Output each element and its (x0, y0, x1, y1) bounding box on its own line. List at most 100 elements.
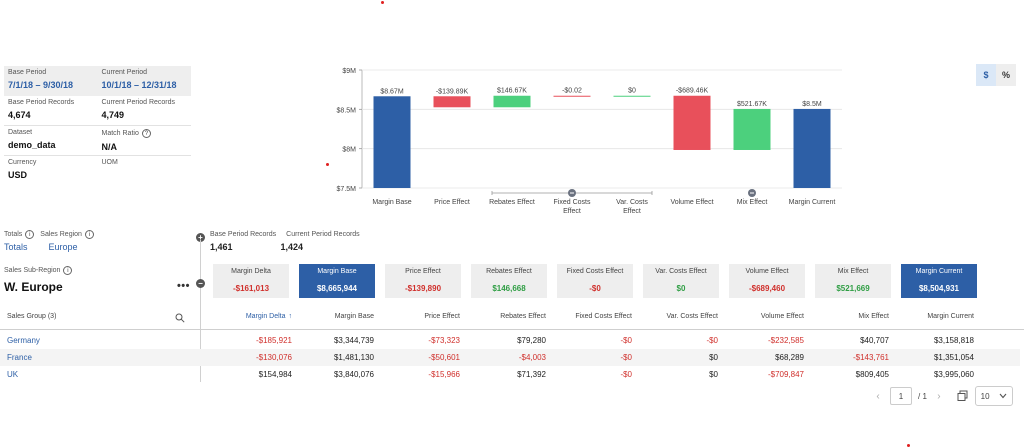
sales-region-label-text: Sales Region (40, 231, 82, 238)
table-cell: $0 (709, 370, 718, 379)
column-header[interactable]: Rebates Effect (466, 313, 546, 320)
decoration-dot (326, 163, 329, 166)
records-row: Base Period Records 4,674 Current Period… (4, 96, 191, 126)
percent-toggle-button[interactable]: % (996, 64, 1016, 86)
expand-plus-icon[interactable]: + (196, 233, 205, 242)
info-icon[interactable]: i (63, 266, 73, 275)
sort-ascending-icon[interactable]: ↑ (288, 313, 293, 320)
table-cell: -$50,601 (428, 353, 460, 362)
column-header[interactable]: Volume Effect (724, 313, 804, 320)
bar-value-label: $8.5M (802, 101, 822, 108)
table-cell: $3,840,076 (333, 370, 374, 379)
summary-card[interactable]: Fixed Costs Effect -$0 (557, 264, 633, 298)
bar-value-label: -$0.02 (562, 88, 582, 95)
match-ratio-value: N/A (101, 142, 118, 152)
row-name-link[interactable]: Germany (7, 336, 40, 345)
more-options-icon[interactable]: ••• (176, 280, 190, 292)
table-cell: -$143,761 (852, 353, 889, 362)
chevron-down-icon (999, 393, 1007, 399)
base-records-label: Base Period Records (8, 99, 75, 106)
prev-page-icon[interactable]: ‹ (876, 390, 880, 402)
dollar-toggle-button[interactable]: $ (976, 64, 996, 86)
table-cell: $3,995,060 (933, 370, 974, 379)
row-name-link[interactable]: France (7, 353, 32, 362)
summary-card[interactable]: Price Effect -$139,890 (385, 264, 461, 298)
x-tick-label: Rebates Effect (489, 199, 535, 206)
records-current-label: Current Period Records (286, 231, 360, 238)
column-header[interactable]: Var. Costs Effect (638, 313, 719, 320)
current-records-value: 4,749 (101, 110, 125, 120)
totals-link[interactable]: Totals (4, 242, 28, 252)
column-header[interactable]: Fixed Costs Effect (552, 313, 632, 320)
summary-card[interactable]: Margin Base $8,665,944 (299, 264, 375, 298)
dataset-row: Dataset demo_data Match Ratio ? N/A (4, 126, 191, 156)
records-base-value: 1,461 (210, 242, 233, 252)
records-current-value: 1,424 (280, 242, 304, 252)
search-icon[interactable] (175, 313, 185, 323)
summary-card[interactable]: Volume Effect -$689,460 (729, 264, 805, 298)
base-records-value: 4,674 (8, 110, 31, 120)
help-icon[interactable]: ? (141, 129, 151, 138)
current-period-label: Current Period (101, 69, 148, 76)
summary-cards: Margin Delta -$161,013 Margin Base $8,665,9… (213, 264, 977, 298)
summary-card-value: $521,669 (836, 284, 870, 293)
table-header: Sales Group (3) Margin Delta ↑ Margin Base… (0, 306, 1024, 330)
copy-icon[interactable] (957, 390, 969, 402)
sales-region-link[interactable]: Europe (48, 242, 78, 252)
page-size-select[interactable]: 10 (974, 386, 1013, 406)
x-tick-label: Volume Effect (670, 199, 713, 206)
info-icon[interactable]: i (25, 230, 35, 239)
table-cell: -$0 (706, 336, 718, 345)
table-cell: $79,280 (517, 336, 546, 345)
summary-card[interactable]: Margin Delta -$161,013 (213, 264, 289, 298)
column-header[interactable]: Mix Effect (809, 313, 889, 320)
period-records: Base Period Records Current Period Recor… (210, 231, 360, 252)
chart-bar (373, 96, 411, 188)
summary-card[interactable]: Var. Costs Effect $0 (643, 264, 719, 298)
column-header[interactable]: Price Effect (380, 313, 460, 320)
x-tick-label-line: Fixed Costs (554, 199, 591, 206)
filter-breadcrumb: Totals i Sales Region i Totals Europe (4, 230, 94, 252)
y-tick-label: $7.5M (337, 186, 357, 193)
base-period-value[interactable]: 7/1/18 – 9/30/18 (8, 80, 74, 90)
column-header[interactable]: Margin Delta ↑ (212, 313, 292, 320)
hierarchy-divider (200, 240, 201, 382)
match-ratio-label: Match Ratio (101, 130, 139, 137)
summary-card-value: $0 (676, 284, 686, 293)
x-tick-label: Price Effect (434, 199, 470, 206)
column-header-label: Fixed Costs Effect (575, 313, 632, 320)
collapse-minus-icon[interactable]: − (196, 279, 205, 288)
current-period-value[interactable]: 10/1/18 – 12/31/18 (101, 80, 177, 90)
x-tick-label: Var. Costs Effect (616, 199, 648, 215)
column-header[interactable]: Margin Base (294, 313, 374, 320)
period-row: Base Period 7/1/18 – 9/30/18 Current Per… (4, 66, 191, 96)
summary-card[interactable]: Rebates Effect $146,668 (471, 264, 547, 298)
decoration-dot (907, 444, 910, 447)
chart-bar (793, 108, 831, 188)
table-row[interactable]: UK $154,984 $3,840,076 -$15,966 $71,392 -$0 $0… (0, 366, 1020, 383)
summary-card-value: -$161,013 (232, 284, 270, 293)
table-cell: $71,392 (517, 370, 546, 379)
table-cell: $154,984 (258, 370, 292, 379)
info-icon[interactable]: i (84, 230, 94, 239)
column-header[interactable]: Margin Current (894, 313, 974, 320)
next-page-icon[interactable]: › (937, 390, 941, 402)
summary-card-value: $146,668 (492, 284, 526, 293)
table-cell: $68,289 (775, 353, 804, 362)
table-cell: -$0 (620, 353, 632, 362)
summary-card-value: $8,665,944 (316, 284, 358, 293)
period-info-panel: Base Period 7/1/18 – 9/30/18 Current Per… (4, 66, 191, 186)
summary-card-value: -$689,460 (748, 284, 786, 293)
summary-card-title: Margin Base (317, 268, 357, 275)
bar-value-label: $521.67K (737, 101, 767, 108)
sub-region-label: Sales Sub-Region (4, 267, 61, 274)
column-header-label: Volume Effect (760, 313, 804, 320)
page-input[interactable]: 1 (890, 387, 912, 405)
summary-card[interactable]: Margin Current $8,504,931 (901, 264, 977, 298)
row-name-link[interactable]: UK (7, 370, 19, 379)
table-row[interactable]: Germany -$185,921 $3,344,739 -$73,323 $79,28… (0, 332, 1020, 349)
unit-toggle: $ % (976, 64, 1016, 86)
x-tick-label-line: Var. Costs (616, 199, 648, 206)
table-row[interactable]: France -$130,076 $1,481,130 -$50,601 -$4,003… (0, 349, 1020, 366)
summary-card[interactable]: Mix Effect $521,669 (815, 264, 891, 298)
